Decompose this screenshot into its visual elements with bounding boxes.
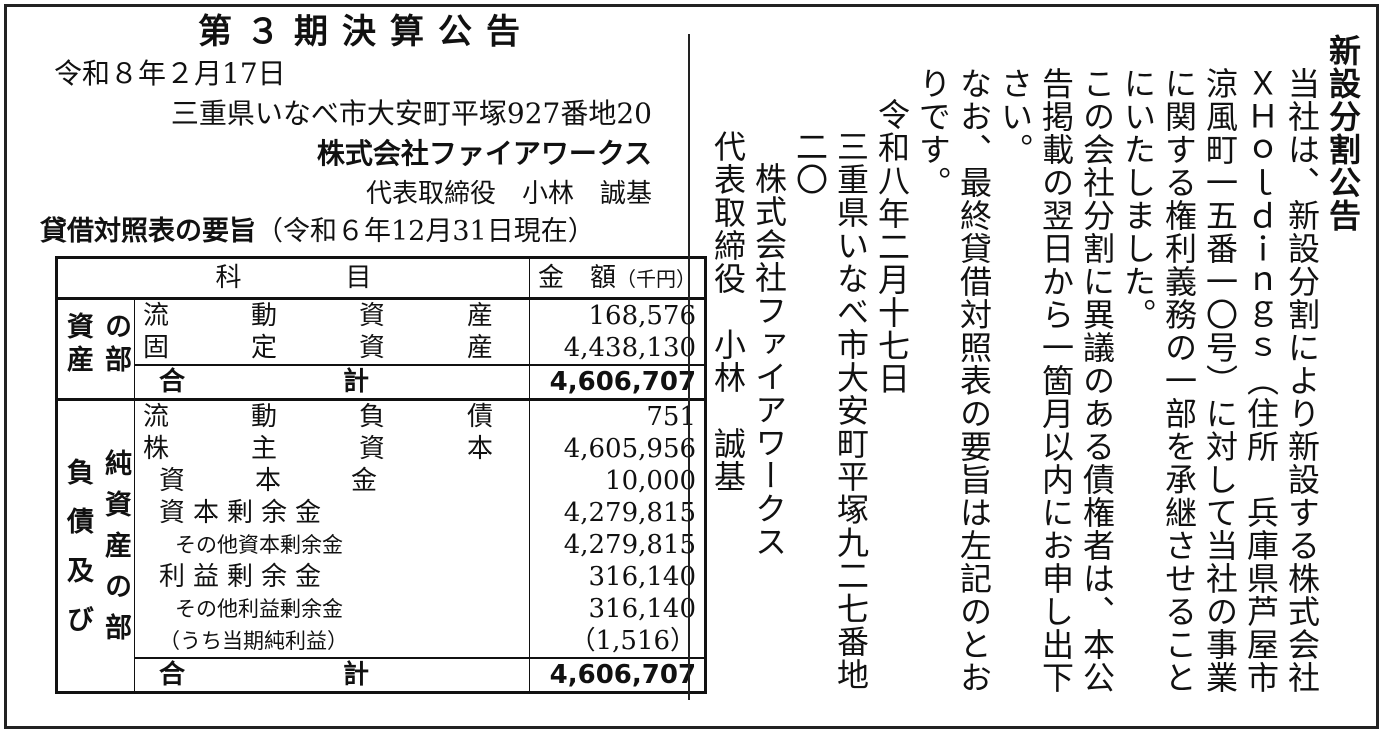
row-value: 316,140 [529, 561, 707, 593]
section-text: 純資産の部 [100, 448, 131, 654]
paragraph-1: 当社は、新設分割により新設する株式会社ＸＨｏｌｄｉｎｇｓ（住所 兵庫県芦屋市涼風… [1119, 67, 1321, 694]
notice-address: 三重県いなべ市大安町平塚九二七番地二〇 [791, 130, 870, 691]
row-value: 10,000 [529, 465, 707, 497]
table-row: その他資本剰余金 4,279,815 [57, 529, 707, 561]
row-label: その他資本剰余金 [133, 529, 531, 561]
liabilities-total-row: 合 計 4,606,707 [57, 657, 707, 693]
financial-statement-notice: 第３期決算公告 令和８年２月17日 三重県いなべ市大安町平塚927番地20 株式… [40, 10, 652, 250]
row-value: （1,516） [529, 625, 707, 658]
assets-total-row: 合 計 4,606,707 [57, 364, 707, 400]
row-value: 4,606,707 [529, 657, 707, 693]
row-label: 合 計 [133, 657, 531, 693]
row-value: 4,605,956 [529, 433, 707, 465]
row-value: 4,279,815 [529, 529, 707, 561]
row-label: 固 定 資 産 [133, 332, 531, 365]
table-row: 負債及び 純資産の部 流 動 負 債 751 [56, 398, 707, 693]
row-value: 4,606,707 [529, 364, 707, 400]
table-row: 資 本 金 10,000 [57, 465, 707, 497]
row-label: 株 主 資 本 [133, 433, 531, 465]
row-value: 4,279,815 [529, 497, 707, 529]
liabilities-section-label: 負債及び 純資産の部 [56, 398, 135, 693]
notice-representative: 代表取締役 小林 誠基 [709, 130, 747, 493]
section-text: 資産 [62, 312, 93, 378]
notice-frame [4, 4, 1379, 729]
row-label: （うち当期純利益） [133, 625, 531, 658]
paragraph-2: この会社分割に異議のある債権者は、本公告掲載の翌日から一箇月以内にお申し出下さい… [996, 67, 1116, 694]
row-label: 流 動 負 債 [133, 398, 531, 433]
assets-section-label: 資産 の部 [56, 297, 135, 400]
paragraph-3: なお、最終貸借対照表の要旨は左記のとおりです。 [914, 67, 993, 694]
demerger-title: 新設分割公告 [1324, 34, 1362, 232]
row-label: 合 計 [133, 364, 531, 400]
bs-date: （令和６年12月31日現在） [256, 216, 595, 247]
section-text: 負債及び [62, 457, 93, 654]
table-row: その他利益剰余金 316,140 [57, 593, 707, 625]
table-row: 固 定 資 産 4,438,130 [57, 332, 707, 365]
amount-label: 金 額 [538, 262, 617, 293]
balance-sheet-heading: 貸借対照表の要旨（令和６年12月31日現在） [40, 214, 652, 250]
notice-date: 令和八年二月十七日 [873, 98, 911, 395]
balance-sheet-table: 科 目 金 額（千円） 資産 の部 流 動 資 産 168,576 固 定 資 産… [55, 256, 708, 694]
row-value: 316,140 [529, 593, 707, 625]
row-label: 資本剰余金 [133, 497, 531, 529]
representative: 代表取締役 小林 誠基 [365, 179, 652, 209]
table-row: （うち当期純利益） （1,516） [57, 625, 707, 658]
notice-title: 第３期決算公告 [198, 12, 534, 52]
row-label: 資 本 金 [133, 465, 531, 497]
row-value: 751 [529, 398, 707, 433]
table-row: 資本剰余金 4,279,815 [57, 497, 707, 529]
table-header: 科 目 金 額（千円） [55, 257, 707, 299]
unit-label: （千円） [616, 266, 697, 291]
row-value: 4,438,130 [529, 332, 707, 365]
table-row: 利益剰余金 316,140 [57, 561, 707, 593]
row-value: 168,576 [529, 297, 707, 332]
row-label: その他利益剰余金 [133, 593, 531, 625]
table-row: 株 主 資 本 4,605,956 [57, 433, 707, 465]
notice-company: 株式会社ファイアワークス [750, 162, 788, 558]
row-label: 利益剰余金 [133, 561, 531, 593]
table-row: 資産 の部 流 動 資 産 168,576 [56, 297, 707, 400]
notice-date: 令和８年２月17日 [54, 57, 286, 90]
demerger-notice: 新設分割公告 当社は、新設分割により新設する株式会社ＸＨｏｌｄｉｎｇｓ（住所 兵… [707, 34, 1363, 694]
column-divider [688, 34, 690, 700]
company-address: 三重県いなべ市大安町平塚927番地20 [170, 97, 652, 130]
bs-heading-text: 貸借対照表の要旨 [40, 216, 256, 247]
row-label: 流 動 資 産 [133, 297, 531, 332]
header-item: 科 目 [55, 257, 531, 299]
header-amount: 金 額（千円） [529, 257, 707, 299]
company-name: 株式会社ファイアワークス [316, 137, 652, 170]
section-text: の部 [100, 312, 131, 378]
